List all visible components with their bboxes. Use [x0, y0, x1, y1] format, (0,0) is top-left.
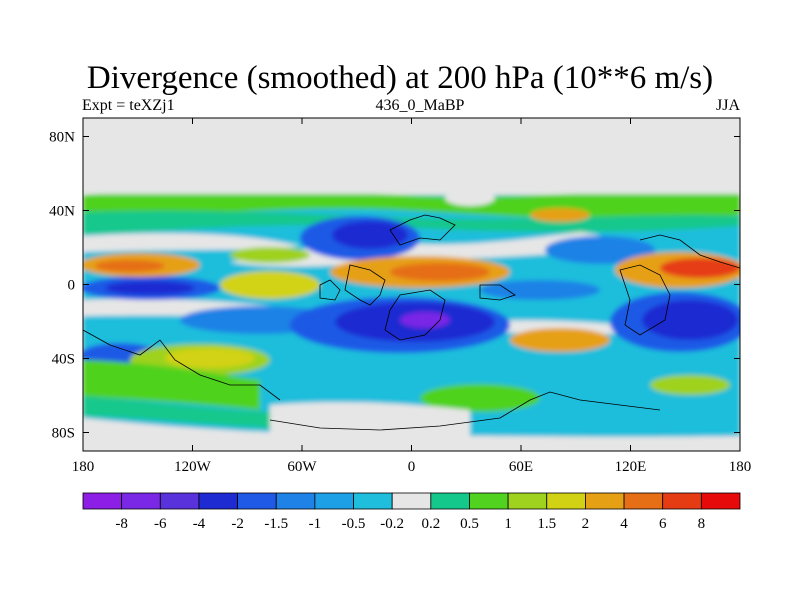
- colorbar-label: -4: [193, 516, 206, 532]
- colorbar-swatch: [391, 492, 432, 510]
- colorbar-label: 0.2: [421, 516, 440, 532]
- season-label: JJA: [715, 97, 740, 114]
- y-tick-label: 0: [68, 278, 76, 294]
- colorbar-label: 8: [698, 516, 706, 532]
- chart-title: Divergence (smoothed) at 200 hPa (10**6 …: [86, 60, 714, 96]
- colorbar-label: 0.5: [460, 516, 479, 532]
- colorbar-swatch: [700, 492, 741, 510]
- colorbar-label: 2: [582, 516, 590, 532]
- colorbar-swatch: [623, 492, 664, 510]
- colorbar-label: -2: [231, 516, 244, 532]
- y-tick-label: 80S: [52, 426, 75, 442]
- colorbar-swatch: [82, 492, 123, 510]
- colorbar-swatch: [662, 492, 702, 510]
- x-tick-label: 180: [72, 459, 95, 475]
- colorbar-label: 4: [620, 516, 628, 532]
- experiment-label: Expt = teXZj1: [82, 97, 175, 114]
- x-tick-label: 180: [729, 459, 752, 475]
- y-tick-label: 80N: [49, 130, 75, 146]
- colorbar-label: -1.5: [264, 516, 288, 532]
- run-label: 436_0_MaBP: [375, 97, 465, 114]
- axis-ticks: 180 120W 60W 0 60E 120E 180 80N 40N 0 40S 80S: [49, 118, 751, 475]
- colorbar-label: -6: [154, 516, 167, 532]
- colorbar-swatch: [469, 492, 509, 510]
- colorbar-label: -0.2: [380, 516, 404, 532]
- colorbar-swatch: [159, 492, 200, 510]
- contour-field: [83, 118, 740, 451]
- colorbar-label: 1.5: [537, 516, 556, 532]
- colorbar-swatch: [546, 492, 586, 510]
- colorbar-swatch: [198, 492, 238, 510]
- colorbar-swatch: [585, 492, 625, 510]
- coastlines: [83, 214, 740, 431]
- colorbar-swatch: [121, 492, 161, 510]
- x-tick-label: 60E: [509, 459, 533, 475]
- colorbar-swatch: [275, 492, 316, 510]
- x-tick-label: 60W: [287, 459, 317, 475]
- colorbar-label: -8: [115, 516, 128, 532]
- colorbar-swatch: [430, 492, 470, 510]
- y-tick-label: 40S: [52, 352, 75, 368]
- colorbar-swatch: [237, 492, 277, 510]
- y-tick-label: 40N: [49, 204, 75, 220]
- colorbar-swatch: [507, 492, 548, 510]
- colorbar-swatch: [353, 492, 393, 510]
- x-tick-label: 120E: [615, 459, 647, 475]
- x-tick-label: 0: [408, 459, 416, 475]
- colorbar-label: -1: [309, 516, 322, 532]
- colorbar-label: 1: [504, 516, 512, 532]
- colorbar-label: 6: [659, 516, 667, 532]
- x-tick-label: 120W: [174, 459, 212, 475]
- colorbar-label: -0.5: [342, 516, 366, 532]
- colorbar-swatch: [314, 492, 354, 510]
- colorbar: -8 -6 -4 -2 -1.5 -1 -0.5 -0.2 0.2 0.5 1 1.5 2 4 6 8: [82, 492, 741, 532]
